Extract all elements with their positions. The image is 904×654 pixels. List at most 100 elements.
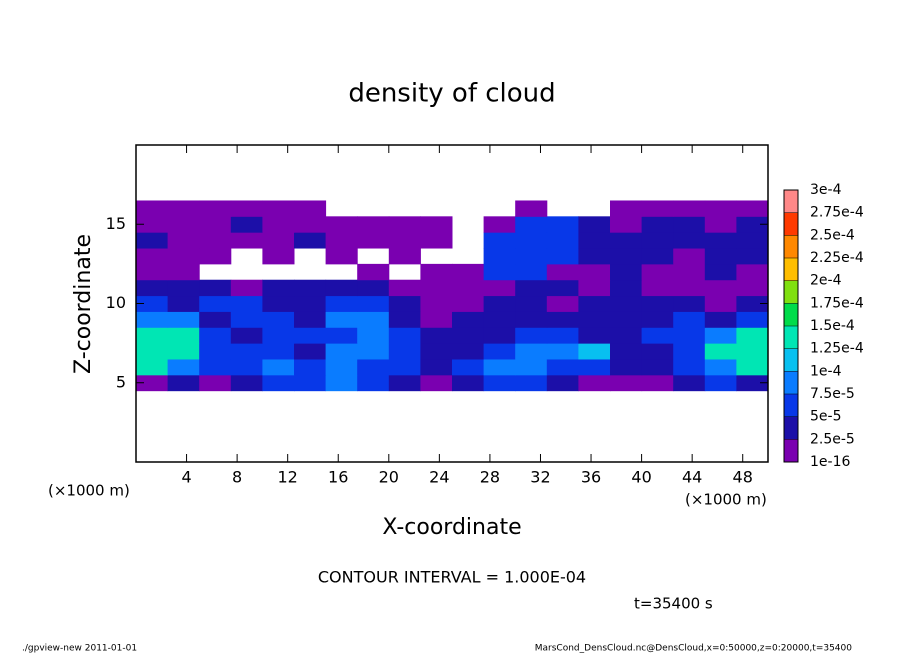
cell <box>483 263 516 281</box>
cell <box>167 327 200 344</box>
cell <box>610 311 643 328</box>
cell <box>610 374 643 392</box>
cell <box>357 343 390 360</box>
cell <box>578 374 611 392</box>
cell <box>483 279 516 297</box>
cell <box>294 200 327 217</box>
cell <box>388 248 421 265</box>
cell <box>736 358 769 376</box>
colorbar-label: 2.75e-4 <box>810 205 864 221</box>
cell <box>262 232 295 249</box>
colorbar-label: 1e-4 <box>810 363 842 379</box>
cell <box>325 311 358 328</box>
cell <box>515 248 548 265</box>
cell <box>388 295 421 312</box>
cell <box>483 374 516 392</box>
cell <box>262 311 295 328</box>
cell <box>736 343 769 360</box>
cell <box>388 311 421 328</box>
colorbar-segment <box>784 280 798 304</box>
cell <box>452 279 485 297</box>
cell <box>452 343 485 360</box>
cell <box>262 358 295 376</box>
cell <box>199 358 232 376</box>
x-tick-label: 44 <box>682 468 702 487</box>
cell <box>641 343 674 360</box>
footer-right: MarsCond_DensCloud.nc@DensCloud,x=0:5000… <box>535 644 852 654</box>
cell <box>515 232 548 249</box>
y-tick-label: 15 <box>106 214 126 233</box>
cell <box>357 263 390 281</box>
cell <box>136 327 169 344</box>
cell <box>357 311 390 328</box>
cell <box>325 327 358 344</box>
cell <box>136 232 169 249</box>
cell <box>262 327 295 344</box>
cell <box>610 358 643 376</box>
cell <box>452 327 485 344</box>
cell <box>483 343 516 360</box>
colorbar-label: 2.5e-4 <box>810 227 855 243</box>
cell <box>641 232 674 249</box>
cell <box>325 248 358 265</box>
cell <box>610 343 643 360</box>
cell <box>199 374 232 392</box>
cell <box>546 327 579 344</box>
colorbar-segment <box>784 416 798 440</box>
cell <box>483 327 516 344</box>
cell <box>641 216 674 233</box>
cell <box>136 248 169 265</box>
cell <box>262 295 295 312</box>
cell <box>641 311 674 328</box>
x-tick-label: 12 <box>278 468 298 487</box>
cell <box>704 248 737 265</box>
colorbar-label: 7.5e-5 <box>810 386 855 402</box>
cell <box>610 200 643 217</box>
cell <box>704 374 737 392</box>
cell <box>546 374 579 392</box>
cell <box>230 232 263 249</box>
chart-title: density of cloud <box>348 79 555 109</box>
cell <box>641 248 674 265</box>
cell <box>673 295 706 312</box>
cell <box>546 263 579 281</box>
y-tick-label: 10 <box>106 293 126 312</box>
cell <box>420 311 453 328</box>
cell <box>641 358 674 376</box>
colorbar-segment <box>784 258 798 281</box>
cell <box>452 374 485 392</box>
cell <box>199 311 232 328</box>
cell <box>483 216 516 233</box>
colorbar-label: 1e-16 <box>810 454 850 470</box>
cell <box>578 295 611 312</box>
cell <box>546 248 579 265</box>
cell <box>294 295 327 312</box>
y-axis-label: Z-coordinate <box>71 234 96 374</box>
cell <box>673 263 706 281</box>
colorbar-label: 5e-5 <box>810 409 841 425</box>
cell <box>262 200 295 217</box>
colorbar-segment <box>784 303 798 326</box>
cell <box>294 279 327 297</box>
cell <box>704 295 737 312</box>
cell <box>136 216 169 233</box>
cell <box>736 295 769 312</box>
cell <box>673 327 706 344</box>
cell <box>736 263 769 281</box>
cell <box>167 263 200 281</box>
cell <box>420 279 453 297</box>
x-tick-label: 4 <box>181 468 191 487</box>
x-tick-label: 40 <box>631 468 651 487</box>
cell <box>325 295 358 312</box>
cell <box>610 248 643 265</box>
cell <box>704 216 737 233</box>
cell <box>388 216 421 233</box>
cell <box>136 311 169 328</box>
cell <box>736 248 769 265</box>
cell <box>673 311 706 328</box>
cell <box>641 374 674 392</box>
cell <box>704 327 737 344</box>
cell <box>357 232 390 249</box>
x-unit: (×1000 m) <box>685 491 767 509</box>
cell <box>641 295 674 312</box>
